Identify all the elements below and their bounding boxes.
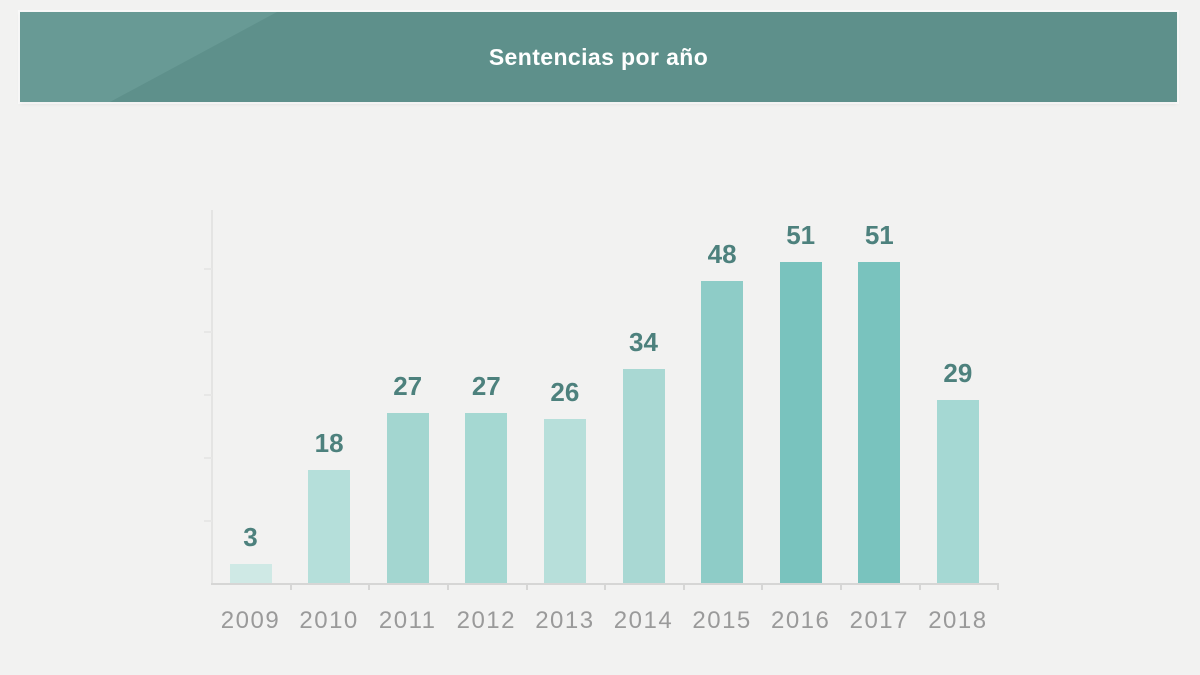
y-axis-tick: [204, 520, 212, 522]
y-axis-tick: [204, 457, 212, 459]
bar-2014: [622, 368, 665, 583]
bar-2012: [465, 412, 508, 583]
bar-2011: [386, 412, 429, 583]
bar-value-label: 27: [393, 370, 423, 401]
x-axis-category-label: 2017: [849, 607, 909, 634]
x-axis-category-label: 2015: [692, 607, 752, 634]
x-axis-category-label: 2016: [770, 607, 831, 634]
bar-value-label: 26: [550, 377, 580, 408]
y-axis-line: [211, 210, 213, 583]
y-axis-tick: [204, 394, 212, 396]
x-axis-category-label: 2009: [220, 607, 281, 634]
bar-2010: [308, 469, 351, 583]
bar-value-label: 48: [707, 238, 737, 269]
x-axis-tick: [997, 583, 1000, 590]
bar-2018: [936, 400, 979, 583]
y-axis-tick: [204, 331, 212, 333]
x-axis-tick: [840, 583, 842, 590]
bar-value-label: 29: [943, 358, 973, 389]
x-axis-category-label: 2011: [378, 607, 437, 634]
x-axis-tick: [604, 583, 607, 590]
x-axis-category-label: 2013: [535, 607, 595, 634]
x-axis-tick: [447, 583, 449, 590]
chart-title: Sentencias por año: [488, 43, 709, 70]
x-axis-tick: [761, 583, 764, 590]
x-axis-category-label: 2018: [928, 607, 988, 634]
x-axis-tick: [289, 583, 292, 590]
bar-value-label: 18: [314, 427, 344, 458]
x-axis-category-label: 2014: [613, 607, 674, 634]
bar-2013: [543, 419, 586, 583]
y-axis-tick: [204, 268, 212, 270]
bar-value-label: 51: [786, 219, 816, 250]
bar-value-label: 34: [629, 326, 658, 357]
bar-2016: [779, 261, 822, 583]
chart-title-banner: Sentencias por año: [20, 12, 1177, 102]
bar-2017: [858, 261, 901, 583]
x-axis-tick: [368, 583, 371, 590]
x-axis-tick: [682, 583, 685, 590]
bar-2015: [701, 280, 744, 583]
x-axis-tick: [525, 583, 528, 590]
bar-value-label: 27: [471, 370, 501, 401]
bar-2009: [229, 564, 272, 583]
x-axis-category-label: 2012: [456, 607, 516, 634]
x-axis-line: [211, 583, 997, 585]
bar-value-label: 51: [864, 219, 894, 250]
bar-value-label: 3: [243, 522, 258, 553]
x-axis-category-label: 2010: [299, 607, 359, 634]
x-axis-tick: [918, 583, 921, 590]
